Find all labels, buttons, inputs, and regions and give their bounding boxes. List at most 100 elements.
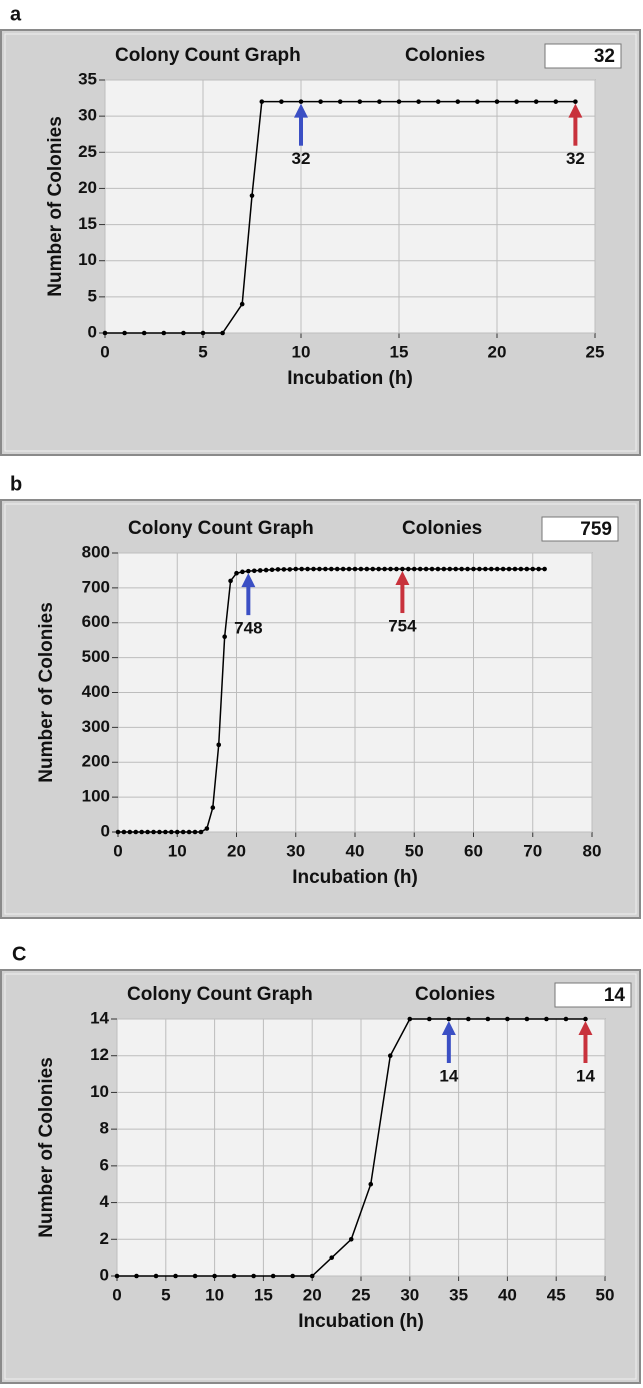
- x-tick-label: 80: [583, 841, 602, 860]
- x-tick-label: 0: [100, 342, 109, 361]
- data-point: [466, 1016, 471, 1022]
- data-point: [358, 566, 364, 572]
- data-point: [198, 829, 204, 835]
- y-tick-label: 35: [78, 69, 97, 88]
- y-tick-label: 4: [100, 1192, 110, 1211]
- x-tick-label: 40: [346, 841, 365, 860]
- y-tick-label: 2: [100, 1229, 109, 1248]
- data-point: [270, 1273, 276, 1279]
- data-point: [553, 99, 559, 104]
- data-point: [263, 567, 269, 573]
- x-tick-label: 50: [405, 841, 424, 860]
- data-point: [231, 1273, 237, 1279]
- y-tick-label: 100: [82, 787, 110, 806]
- data-point: [524, 1016, 530, 1022]
- data-point: [139, 829, 144, 835]
- data-point: [239, 301, 245, 307]
- data-point: [317, 566, 322, 572]
- x-tick-label: 10: [168, 841, 187, 860]
- panel-label: a: [10, 3, 22, 25]
- data-point: [471, 566, 476, 572]
- y-tick-label: 25: [78, 142, 97, 161]
- data-point: [352, 566, 358, 572]
- data-point: [518, 566, 524, 572]
- data-point: [246, 568, 251, 574]
- data-point: [370, 566, 376, 572]
- data-point: [127, 829, 133, 835]
- count-box: [541, 516, 619, 542]
- data-point: [368, 1181, 374, 1187]
- data-point: [180, 829, 186, 835]
- data-point: [544, 1016, 549, 1022]
- y-tick-label: 300: [82, 717, 110, 736]
- data-point: [382, 566, 387, 572]
- data-point: [563, 1016, 569, 1022]
- x-tick-label: 40: [498, 1285, 517, 1304]
- data-point: [435, 566, 441, 572]
- panel-label: C: [12, 943, 26, 965]
- arrow-head: [568, 103, 583, 118]
- data-point: [411, 566, 417, 572]
- data-point: [423, 566, 429, 572]
- data-point: [323, 566, 328, 572]
- chart-title: Colony Count Graph: [128, 518, 314, 539]
- arrow-head: [578, 1021, 593, 1035]
- x-tick-label: 35: [449, 1285, 468, 1304]
- data-point: [524, 566, 530, 572]
- data-point: [257, 568, 263, 573]
- data-point: [477, 566, 482, 572]
- x-axis-title: Incubation (h): [292, 867, 418, 888]
- x-tick-label: 20: [303, 1285, 322, 1304]
- y-tick-label: 6: [100, 1155, 109, 1174]
- data-point: [400, 566, 405, 572]
- y-tick-label: 500: [82, 647, 110, 666]
- data-point: [192, 829, 198, 835]
- data-point: [311, 566, 316, 572]
- data-point: [441, 566, 447, 572]
- data-point: [488, 566, 494, 572]
- data-point: [459, 566, 464, 572]
- data-point: [364, 566, 370, 572]
- data-point: [115, 829, 121, 835]
- data-point: [573, 99, 578, 104]
- x-tick-label: 50: [596, 1285, 615, 1304]
- y-tick-label: 0: [101, 821, 110, 840]
- data-point: [293, 566, 299, 572]
- data-point: [387, 1053, 393, 1059]
- y-axis-title: Number of Colonies: [36, 1057, 57, 1238]
- panel-label: b: [10, 473, 22, 495]
- count-value: 14: [604, 985, 626, 1006]
- data-point: [533, 99, 539, 104]
- x-tick-label: 15: [254, 1285, 273, 1304]
- x-tick-label: 25: [352, 1285, 371, 1304]
- y-tick-label: 8: [100, 1119, 109, 1138]
- count-value: 32: [594, 46, 615, 67]
- data-point: [275, 567, 281, 572]
- data-point: [500, 566, 506, 572]
- arrow-head: [441, 1021, 456, 1035]
- x-tick-label: 30: [400, 1285, 419, 1304]
- data-point: [340, 566, 346, 572]
- y-tick-label: 10: [90, 1082, 109, 1101]
- data-line: [105, 100, 576, 334]
- data-point: [141, 330, 147, 336]
- data-point: [406, 566, 411, 572]
- data-point: [134, 1273, 139, 1279]
- arrow-head: [241, 573, 256, 588]
- data-point: [305, 566, 310, 572]
- data-point: [216, 742, 222, 748]
- data-point: [114, 1273, 120, 1279]
- x-tick-label: 20: [227, 841, 246, 860]
- data-point: [174, 829, 180, 835]
- data-point: [514, 99, 519, 104]
- data-point: [512, 566, 518, 572]
- y-tick-label: 12: [90, 1045, 109, 1064]
- data-point: [447, 566, 453, 572]
- data-point: [222, 634, 227, 639]
- y-tick-label: 200: [82, 752, 110, 771]
- annotation-label: 748: [234, 619, 262, 638]
- data-point: [186, 829, 192, 835]
- data-point: [483, 566, 488, 572]
- y-tick-label: 600: [82, 612, 110, 631]
